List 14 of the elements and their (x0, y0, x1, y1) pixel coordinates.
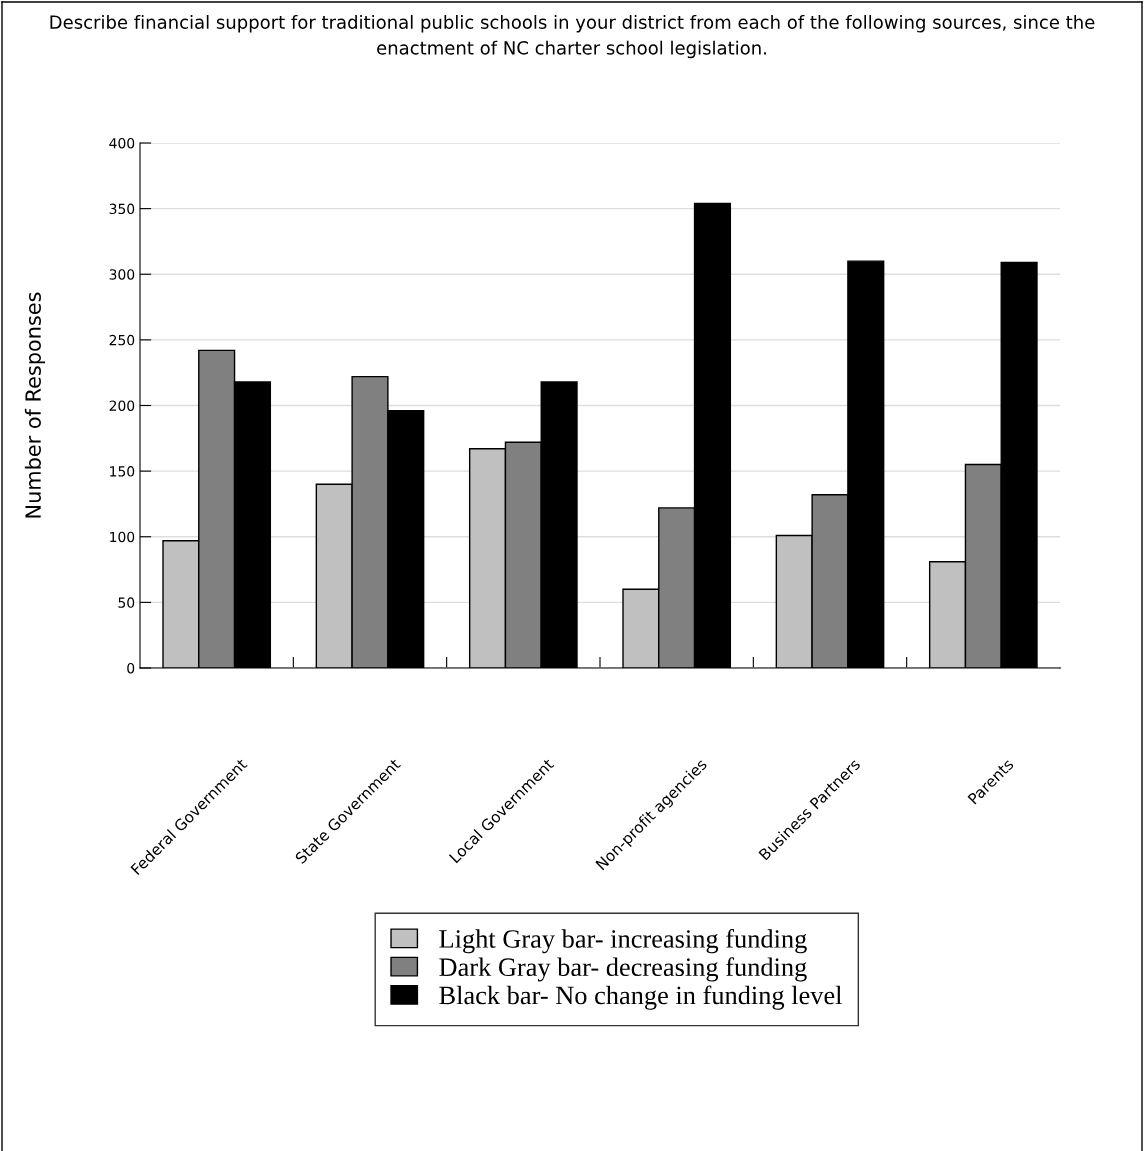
y-tick-label: 250 (109, 334, 135, 346)
y-axis-title: Number of Responses (24, 292, 45, 518)
chart-title: Describe financial support for traditional public schools in your district from each of the following sources, since the enactment of NC charter school legislation. (50, 15, 1095, 59)
y-tick-label: 50 (118, 597, 135, 608)
legend-label: Black bar- No change in funding level (439, 985, 842, 1010)
legend-label: Light Gray bar- increasing funding (439, 929, 807, 954)
y-tick-label: 300 (109, 269, 135, 280)
y-tick-label: 200 (109, 400, 135, 411)
y-tick-label: 400 (109, 137, 135, 149)
y-tick-label: 100 (110, 531, 135, 543)
legend-label: Dark Gray bar- decreasing funding (439, 957, 807, 982)
y-tick-label: 150 (110, 466, 135, 477)
y-tick-label: 0 (127, 662, 135, 674)
y-tick-label: 350 (109, 203, 135, 215)
